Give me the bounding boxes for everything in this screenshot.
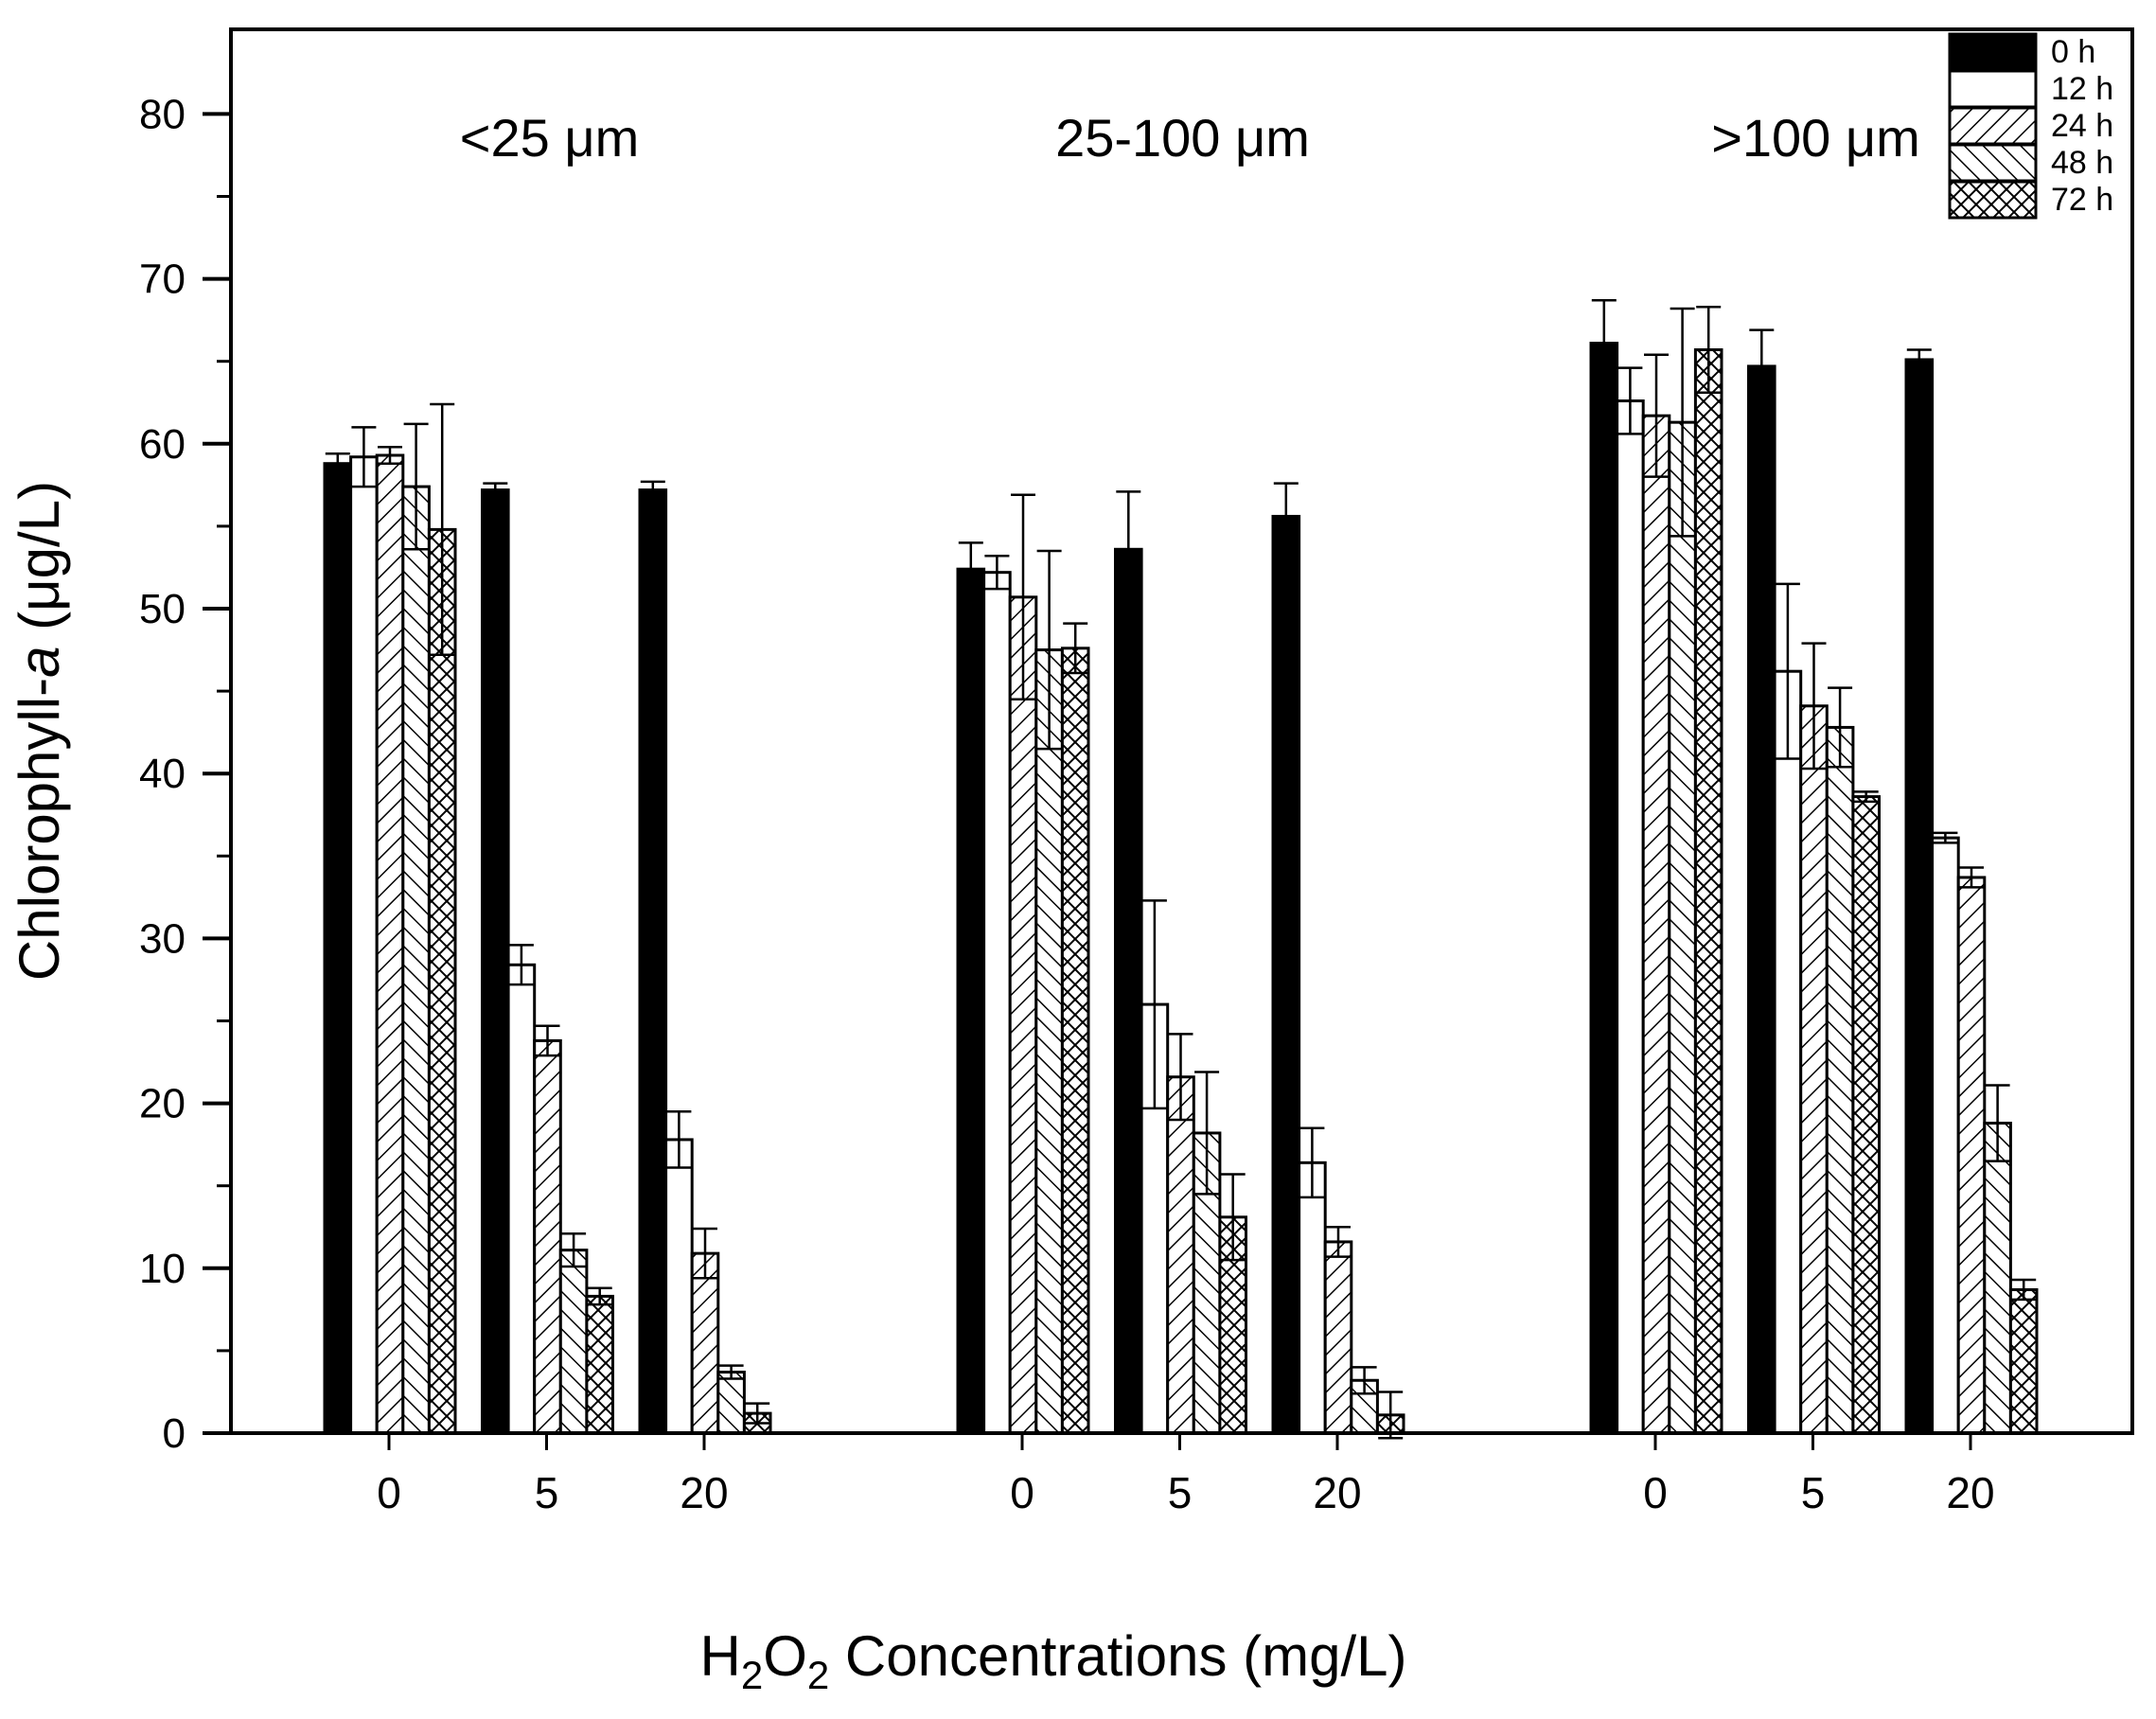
bar: [1114, 547, 1143, 1435]
bar: [1773, 669, 1803, 1435]
bar: [1668, 420, 1697, 1435]
x-tick-label: 0: [377, 1468, 401, 1517]
x-tick-label: 0: [1643, 1468, 1668, 1517]
legend-swatch: [1948, 143, 2038, 183]
bar: [1589, 342, 1619, 1435]
x-tick-label: 5: [1801, 1468, 1826, 1517]
bar: [375, 453, 405, 1435]
bar: [664, 1138, 694, 1435]
y-tick-label: 30: [139, 915, 186, 962]
bar: [1641, 414, 1671, 1435]
legend-label: 12 h: [2051, 71, 2113, 107]
x-axis-title: H2O2 Concentrations (mg/L): [700, 1624, 1407, 1697]
bar: [982, 571, 1012, 1435]
bar: [401, 485, 431, 1435]
bar: [1799, 704, 1829, 1435]
legend-label: 0 h: [2051, 34, 2095, 70]
bar: [1060, 647, 1090, 1435]
bar: [349, 455, 379, 1435]
bar: [1166, 1075, 1195, 1435]
y-tick-label: 40: [139, 751, 186, 797]
x-tick-label: 0: [1010, 1468, 1034, 1517]
bar: [481, 488, 510, 1435]
legend-label: 72 h: [2051, 182, 2113, 218]
x-tick-label: 20: [1946, 1468, 1994, 1517]
y-tick-label: 80: [139, 91, 186, 137]
bar: [533, 1038, 562, 1435]
y-axis-title: Chlorophyll-a (μg/L): [8, 481, 71, 981]
bar: [1931, 836, 1960, 1435]
plot-frame: [229, 27, 2134, 1435]
bar: [323, 462, 353, 1435]
x-axis: 0 5 20 0 5 20 0 5 20: [377, 1433, 1995, 1517]
bar: [1271, 514, 1301, 1435]
bars-layer: [323, 298, 2039, 1440]
bar: [638, 488, 668, 1435]
bar: [716, 1371, 746, 1435]
bar: [585, 1294, 615, 1435]
bar: [1825, 725, 1855, 1435]
legend-label: 24 h: [2051, 108, 2113, 144]
x-tick-label: 5: [535, 1468, 559, 1517]
bar: [1616, 399, 1645, 1435]
bar: [1983, 1122, 2012, 1435]
y-tick-label: 0: [163, 1410, 186, 1457]
bar: [2008, 1287, 2039, 1435]
legend-swatch: [1948, 106, 2038, 146]
bar: [690, 1251, 720, 1435]
x-tick-label: 20: [680, 1468, 728, 1517]
bar: [427, 527, 457, 1435]
x-tick-label: 5: [1168, 1468, 1193, 1517]
bar: [1323, 1240, 1353, 1435]
y-axis: 0 10 20 30 40 50 60 70 80: [139, 91, 231, 1457]
y-tick-label: 70: [139, 257, 186, 303]
bar: [956, 567, 986, 1435]
group-label: <25 μm: [460, 108, 639, 168]
legend-label: 48 h: [2051, 145, 2113, 181]
y-tick-label: 60: [139, 421, 186, 468]
group-label: >100 μm: [1711, 108, 1920, 168]
group-label: 25-100 μm: [1055, 108, 1310, 168]
bar: [1747, 364, 1776, 1435]
legend: 0 h12 h24 h48 h72 h: [1948, 32, 2113, 220]
bar: [1904, 358, 1935, 1435]
y-tick-label: 10: [139, 1246, 186, 1292]
y-tick-label: 50: [139, 586, 186, 632]
bar: [1008, 595, 1038, 1435]
group-labels: <25 μm 25-100 μm >100 μm: [460, 108, 1920, 168]
legend-swatch: [1948, 180, 2038, 220]
bar: [1956, 876, 1987, 1435]
bar: [506, 963, 537, 1435]
x-tick-label: 20: [1313, 1468, 1361, 1517]
bar: [1298, 1161, 1327, 1435]
bar: [1693, 348, 1723, 1435]
bar: [1034, 648, 1064, 1435]
bar: [558, 1249, 589, 1435]
y-tick-label: 20: [139, 1081, 186, 1127]
bar: [1851, 795, 1882, 1435]
legend-swatch: [1948, 32, 2038, 72]
legend-swatch: [1948, 69, 2038, 109]
